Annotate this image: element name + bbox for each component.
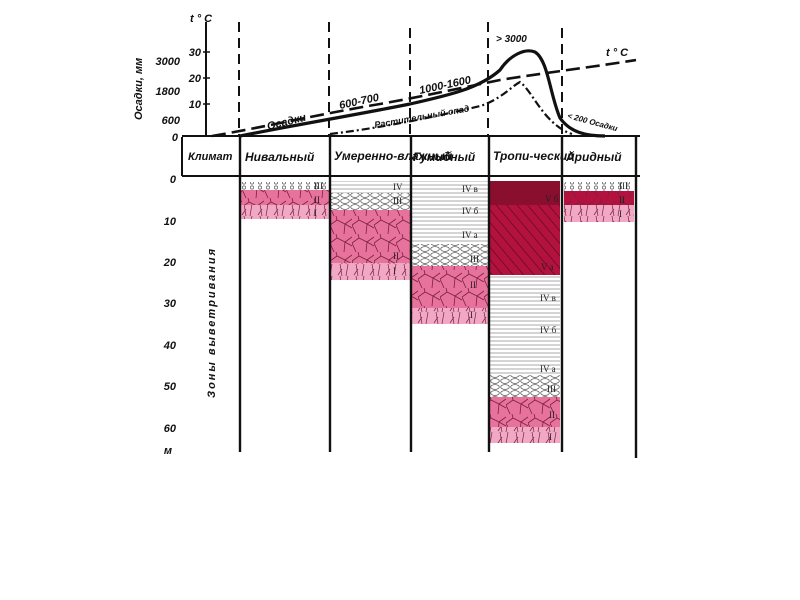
depth-tick: 10	[164, 216, 177, 228]
temp-ticks: 30 20 10	[188, 47, 210, 111]
depth-tick: 0	[170, 174, 177, 186]
depth-axis-title: Зоны выветривания	[206, 247, 218, 398]
layer-label: V а	[541, 262, 554, 272]
depth-tick: 50	[164, 381, 177, 393]
precip-curve	[239, 49, 606, 138]
annotation-1000-1600: 1000-1600	[418, 74, 473, 97]
layer-label: IV б	[540, 325, 557, 335]
precip-tick: 3000	[156, 56, 181, 68]
climate-chart: t ° C 30 20 10 Осадки, мм 3000 1800 600 …	[133, 13, 640, 144]
layer-label: II	[549, 410, 555, 420]
depth-tick: 20	[163, 257, 177, 269]
temp-tick: 10	[189, 99, 202, 111]
table-grid	[181, 137, 638, 458]
precip-tick: 600	[162, 115, 181, 127]
layer-label: I	[393, 266, 396, 276]
layer-label: III	[619, 181, 628, 191]
layer-label: III	[547, 384, 556, 394]
layer-label: IV а	[462, 230, 478, 240]
zone-temperate: Умеренно-влажный	[334, 149, 453, 163]
depth-tick: 30	[164, 298, 177, 310]
temp-tick: 30	[189, 47, 202, 59]
layer-label: II	[619, 195, 625, 205]
layer-label: III	[314, 181, 323, 191]
annotation-over-3000: > 3000	[496, 34, 527, 45]
profile-nival: III II I	[241, 181, 329, 219]
depth-axis: Зоны выветривания 0 10 20 30 40 50 60 м	[163, 174, 218, 457]
climate-label: Климат	[188, 151, 233, 163]
profile-temperate: IV III II I	[331, 181, 410, 280]
depth-unit: м	[164, 445, 172, 457]
litter-curve	[329, 80, 573, 136]
precip-curve-label: Осадки	[266, 112, 308, 133]
layer-label: IV	[393, 182, 403, 192]
zone-nival: Нивальный	[245, 150, 315, 164]
layer-label: IV а	[540, 364, 556, 374]
precip-tick: 1800	[156, 86, 181, 98]
layer-label: III	[470, 254, 479, 264]
precip-axis-label: Осадки, мм	[133, 58, 145, 120]
layer-label: I	[549, 432, 552, 442]
layer-label: I	[619, 209, 622, 219]
layer-label: IV в	[540, 293, 556, 303]
temp-tick: 20	[188, 73, 202, 85]
temp-axis-label: t ° C	[190, 13, 213, 25]
temp-curve-label: t ° C	[606, 47, 629, 59]
precip-tick: 0	[172, 132, 179, 144]
depth-tick: 40	[163, 340, 177, 352]
profile-tropical: V б V а IV в IV б IV а III II I	[490, 181, 560, 443]
precip-ticks: 3000 1800 600 0	[156, 56, 181, 144]
layer-label: II	[470, 280, 476, 290]
layer-label: I	[470, 310, 473, 320]
depth-tick: 60	[164, 423, 177, 435]
layer-label: V б	[545, 194, 559, 204]
layer-label: II	[393, 251, 399, 261]
layer-label: IV в	[462, 184, 478, 194]
layer-label: III	[393, 196, 402, 206]
temp-curve	[211, 58, 637, 138]
profile-arid: III II I	[564, 181, 634, 222]
zone-humid: Гумидный	[413, 150, 476, 164]
layer-label: II	[314, 195, 320, 205]
annotation-600-700: 600-700	[338, 92, 381, 112]
profile-humid: IV в IV б IV а III II I	[412, 181, 488, 324]
layer-label: IV б	[462, 206, 479, 216]
zone-arid: Аридный	[565, 150, 622, 164]
zone-tropical: Тропи-ческий	[493, 149, 575, 163]
layer-label: I	[314, 208, 317, 218]
